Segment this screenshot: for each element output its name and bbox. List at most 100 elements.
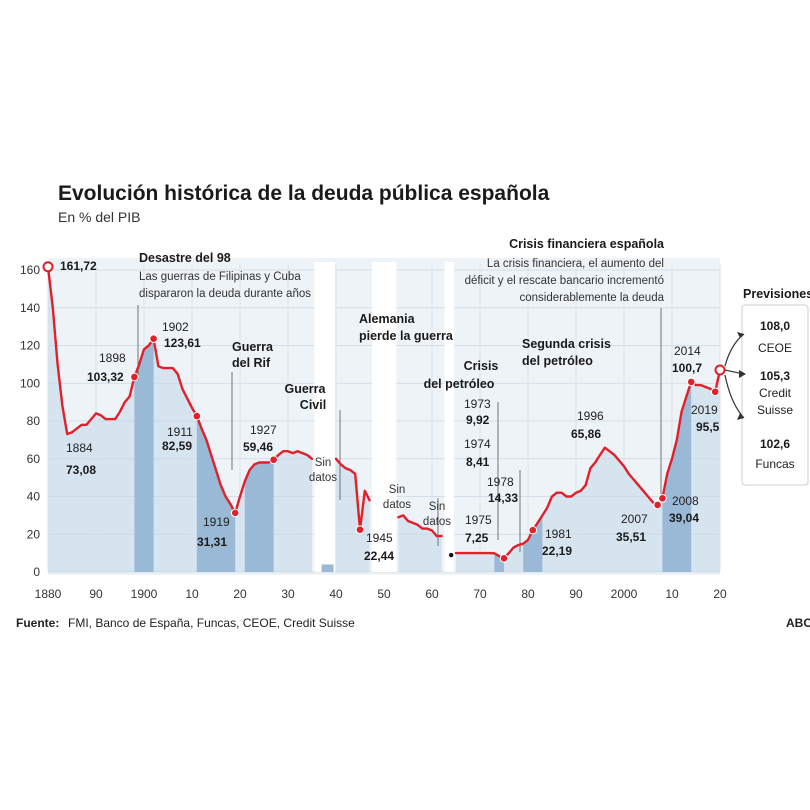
forecast-source-0: CEOE bbox=[758, 341, 792, 355]
forecast-value-2: 102,6 bbox=[760, 437, 790, 451]
no-data-label-2-a: Sin bbox=[429, 501, 446, 513]
markers-layer bbox=[42, 261, 726, 563]
annotation-title-petroleo-2: del petróleo bbox=[424, 377, 495, 391]
x-tick-label-1910: 10 bbox=[185, 587, 199, 601]
value-label-1975: 7,25 bbox=[465, 531, 489, 545]
annotation-title-guerra-civil-1: Guerra bbox=[285, 382, 327, 396]
value-label-1898: 103,32 bbox=[87, 370, 124, 384]
x-tick-label-1900: 1900 bbox=[131, 587, 158, 601]
forecast-arrow-ceoe bbox=[724, 333, 745, 367]
marker-dot-4 bbox=[230, 508, 240, 518]
x-tick-label-1990: 90 bbox=[569, 587, 583, 601]
annotation-title-crisis-financiera: Crisis financiera española bbox=[509, 237, 665, 251]
annotation-text-desastre-1: Las guerras de Filipinas y Cuba bbox=[139, 271, 301, 283]
value-label-1902: 123,61 bbox=[164, 336, 201, 350]
publisher-logo: ABC bbox=[786, 616, 810, 630]
annotation-text-crisis-2: déficit y el rescate bancario incrementó bbox=[465, 275, 664, 287]
forecast-value-1: 105,3 bbox=[760, 369, 790, 383]
year-label-1975: 1975 bbox=[465, 513, 492, 527]
y-tick-label-0: 0 bbox=[33, 565, 40, 579]
no-data-label-1-a: Sin bbox=[389, 484, 406, 496]
year-label-1919: 1919 bbox=[203, 515, 230, 529]
forecast-arrowhead-ceoe bbox=[737, 332, 744, 338]
annotation-text-crisis-3: considerablemente la deuda bbox=[520, 292, 665, 304]
annotation-title-segunda-2: del petróleo bbox=[522, 354, 593, 368]
value-label-2019: 95,5 bbox=[696, 420, 720, 434]
annotation-title-desastre: Desastre del 98 bbox=[139, 251, 231, 265]
year-label-1973: 1973 bbox=[464, 397, 491, 411]
value-label-1945: 22,44 bbox=[364, 549, 394, 563]
year-label-1996: 1996 bbox=[577, 409, 604, 423]
value-label-0: 161,72 bbox=[60, 259, 97, 273]
no-data-gap-0 bbox=[314, 262, 336, 572]
marker-dot-12 bbox=[710, 387, 720, 397]
marker-dot-7 bbox=[499, 554, 509, 563]
marker-dot-11 bbox=[686, 377, 696, 387]
series-line-layer bbox=[46, 265, 722, 560]
value-label-1884: 73,08 bbox=[66, 463, 96, 477]
value-label-1996: 65,86 bbox=[571, 427, 601, 441]
series-line-2 bbox=[397, 514, 443, 538]
annotation-title-alemania-2: pierde la guerra bbox=[359, 329, 454, 343]
no-data-label-1-b: datos bbox=[383, 499, 411, 511]
year-label-1902: 1902 bbox=[162, 320, 189, 334]
x-tick-label-1970: 70 bbox=[473, 587, 487, 601]
no-data-gap-2 bbox=[444, 262, 455, 572]
marker-dot-5 bbox=[269, 455, 278, 465]
area-fill-3 bbox=[456, 370, 720, 572]
forecast-layer: Previsiones 108,0 CEOE 105,3 Credit Suisse 102… bbox=[724, 287, 810, 486]
x-tick-label-1890: 90 bbox=[89, 587, 103, 601]
annotation-title-segunda-1: Segunda crisis bbox=[522, 337, 611, 351]
source-label: Fuente: bbox=[16, 616, 59, 630]
annotation-title-alemania-1: Alemania bbox=[359, 312, 416, 326]
labels-layer: 161,72188473,081898103,321902123,6119118… bbox=[60, 237, 720, 563]
chart-subtitle: En % del PIB bbox=[58, 209, 141, 225]
marker-small-14 bbox=[449, 552, 454, 558]
value-label-1973: 9,92 bbox=[466, 413, 490, 427]
marker-dot-10 bbox=[658, 494, 667, 503]
no-data-layer bbox=[314, 262, 455, 572]
x-tick-label-2020: 20 bbox=[713, 587, 727, 601]
chart-title: Evolución histórica de la deuda pública … bbox=[58, 182, 550, 205]
forecast-arrowhead-funcas bbox=[737, 413, 744, 420]
annotation-title-guerra-civil-2: Civil bbox=[300, 398, 326, 412]
x-tick-label-1980: 80 bbox=[521, 587, 535, 601]
x-tick-label-2000: 2000 bbox=[611, 587, 638, 601]
year-label-1981: 1981 bbox=[545, 527, 572, 541]
no-data-label-0-a: Sin bbox=[315, 457, 332, 469]
forecast-box bbox=[741, 304, 809, 486]
y-tick-label-60: 60 bbox=[27, 452, 41, 466]
forecast-arrow-funcas bbox=[724, 374, 745, 419]
marker-dot-9 bbox=[653, 500, 662, 510]
marker-open-0 bbox=[42, 261, 54, 273]
x-tick-label-1920: 20 bbox=[233, 587, 247, 601]
marker-dot-8 bbox=[528, 525, 538, 535]
x-tick-label-1950: 50 bbox=[377, 587, 391, 601]
year-label-1911: 1911 bbox=[167, 425, 193, 439]
annotation-title-petroleo-1: Crisis bbox=[464, 359, 499, 373]
year-label-1978: 1978 bbox=[487, 475, 514, 489]
series-line-1 bbox=[334, 457, 371, 531]
value-label-1981: 22,19 bbox=[542, 544, 572, 558]
series-line-3 bbox=[454, 368, 722, 560]
area-fill-1 bbox=[336, 458, 370, 572]
forecast-source-2: Funcas bbox=[755, 457, 794, 471]
y-tick-label-160: 160 bbox=[20, 263, 40, 277]
x-tick-label-2010: 10 bbox=[665, 587, 679, 601]
source-text: FMI, Banco de España, Funcas, CEOE, Cred… bbox=[68, 616, 355, 630]
year-label-2019: 2019 bbox=[691, 403, 718, 417]
forecast-arrowhead-credit bbox=[739, 370, 746, 379]
x-tick-label-1930: 30 bbox=[281, 587, 295, 601]
y-tick-label-20: 20 bbox=[27, 527, 41, 541]
y-tick-label-40: 40 bbox=[27, 490, 41, 504]
x-tick-label-1960: 60 bbox=[425, 587, 439, 601]
year-label-2014: 2014 bbox=[674, 344, 701, 358]
annotation-title-rif-2: del Rif bbox=[232, 356, 271, 370]
year-label-2007: 2007 bbox=[621, 512, 648, 526]
axis-layer: 0 20 40 60 80 100 120 140 160 1880 90 1900 10 20 30 40 5… bbox=[20, 263, 727, 601]
value-label-1974: 8,41 bbox=[466, 455, 490, 469]
forecast-value-0: 108,0 bbox=[760, 319, 790, 333]
marker-open-13 bbox=[714, 364, 726, 376]
forecast-title: Previsiones bbox=[743, 287, 810, 301]
